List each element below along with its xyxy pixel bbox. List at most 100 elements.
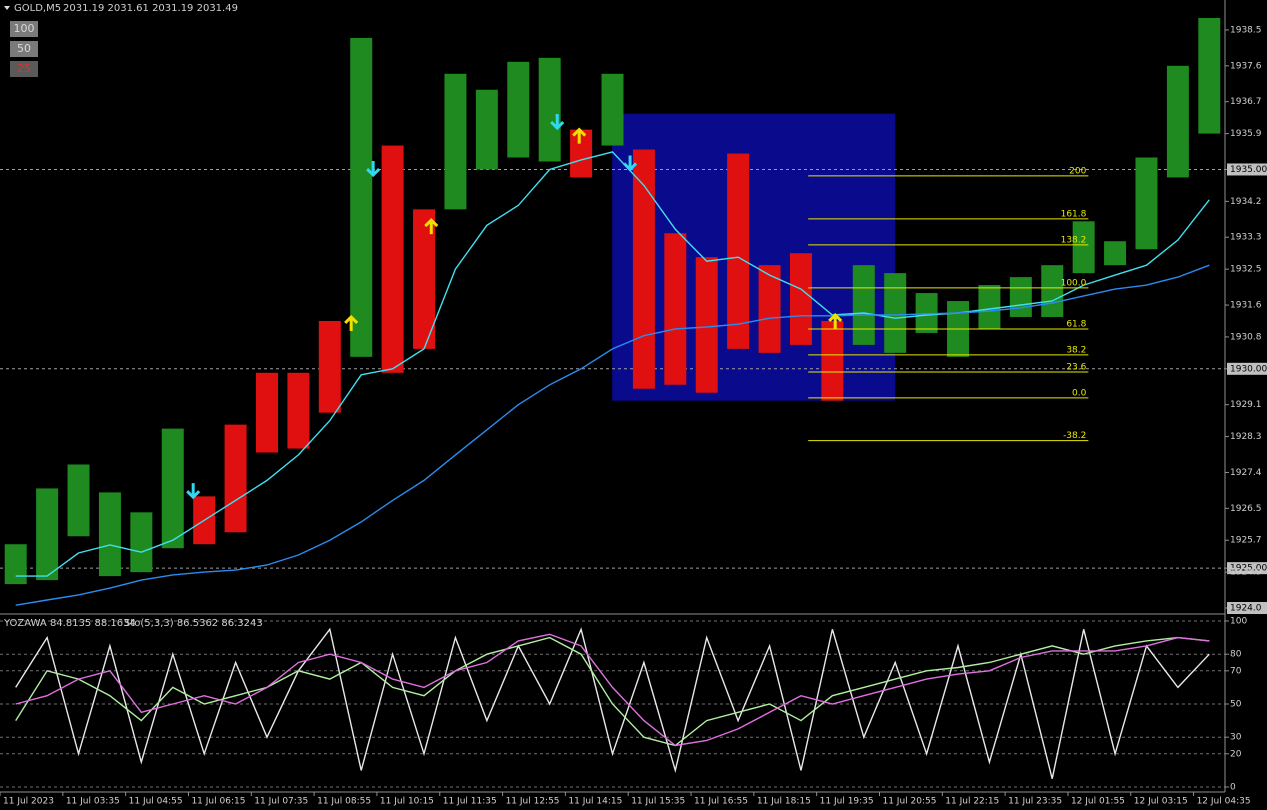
button[interactable]	[10, 21, 38, 37]
oscillator-pane: 100 80 70 50 30 20 0	[0, 617, 1247, 793]
tick-highlight	[1227, 602, 1267, 615]
y-tick-label: 1924.0	[1230, 604, 1262, 614]
price-bar	[36, 488, 59, 581]
indicator-line	[15, 151, 1210, 577]
y-tick-label: 1932.5	[1230, 265, 1262, 275]
price-bar	[475, 89, 498, 170]
x-tick-label: 12 Jul 04:35	[1197, 797, 1251, 807]
price-bar	[1198, 17, 1221, 134]
x-tick-label: 11 Jul 12:55	[506, 797, 560, 807]
y-tick-label: 1928.3	[1230, 432, 1262, 442]
price-pane: 200161.8138.2100.061.838.223.60.0-38.219…	[0, 17, 1267, 807]
x-tick-label: 11 Jul 23:35	[1008, 797, 1062, 807]
price-bar	[444, 73, 467, 210]
fib-label: -38.2	[1063, 431, 1086, 441]
price-bar	[884, 273, 907, 353]
fib-label: 61.8	[1066, 319, 1086, 329]
indicator-line	[15, 633, 1210, 747]
y-tick-label: 1929.1	[1230, 400, 1262, 410]
signal-arrow	[550, 114, 565, 131]
x-tick-label: 11 Jul 04:55	[129, 797, 183, 807]
quote: 2031.19 2031.61 2031.19 2031.49	[63, 3, 238, 14]
tick-highlight	[1227, 362, 1267, 375]
indicator-line	[15, 636, 1210, 747]
price-bar	[727, 153, 750, 349]
x-tick-label: 11 Jul 18:15	[757, 797, 811, 807]
y-tick-label: 1926.5	[1230, 504, 1262, 514]
indicator-line	[15, 627, 1210, 779]
price-bar	[318, 320, 341, 413]
zoom-buttons: 100 50 25	[10, 21, 38, 77]
y-tick-label: 1936.7	[1230, 97, 1262, 107]
price-bar	[601, 73, 624, 146]
y-tick-label: 1935.9	[1230, 129, 1262, 139]
fib-label: 38.2	[1066, 345, 1086, 355]
price-bar	[4, 544, 27, 585]
x-tick-label: 11 Jul 19:35	[820, 797, 874, 807]
y-tick-label: 1927.4	[1230, 468, 1262, 478]
y-tick-label: 50	[1230, 700, 1242, 710]
price-bar	[287, 372, 310, 449]
x-tick-label: 11 Jul 07:35	[254, 797, 308, 807]
price-bar	[789, 253, 812, 345]
button[interactable]	[10, 61, 38, 77]
x-tick-label: 11 Jul 14:15	[568, 797, 622, 807]
y-tick-label: 70	[1230, 666, 1242, 676]
y-tick-label: 100	[1230, 617, 1247, 627]
y-tick-label: 1930.00	[1230, 364, 1267, 374]
price-bar	[978, 285, 1001, 329]
price-bar	[1104, 241, 1127, 266]
price-bar	[570, 129, 593, 178]
button[interactable]	[10, 41, 38, 57]
price-bar	[130, 512, 153, 573]
signal-arrow	[344, 314, 359, 331]
y-tick-label: 1933.3	[1230, 233, 1262, 243]
x-tick-label: 11 Jul 11:35	[443, 797, 497, 807]
signal-arrow	[366, 161, 381, 178]
price-bar	[67, 464, 90, 537]
y-tick-label: 1937.6	[1230, 61, 1262, 71]
tick-highlight	[1227, 163, 1267, 176]
y-tick-label: 1938.5	[1230, 25, 1262, 35]
menu-triangle[interactable]	[4, 6, 10, 10]
price-bar	[381, 145, 404, 373]
button-label: 50	[17, 42, 31, 55]
oscillator-subtitle: Sto(5,3,3) 86.5362 86.3243	[124, 618, 263, 629]
fib-label: 100.0	[1061, 278, 1087, 288]
price-bar	[758, 265, 781, 353]
y-tick-label: 1935.00	[1230, 165, 1267, 175]
price-bar	[1135, 157, 1158, 250]
price-bar	[632, 149, 655, 389]
price-bar	[161, 428, 184, 549]
price-bar	[1009, 277, 1032, 317]
price-bar	[224, 424, 247, 533]
x-tick-label: 11 Jul 06:15	[191, 797, 245, 807]
signal-arrow	[424, 217, 439, 235]
fib-label: 23.6	[1066, 363, 1086, 373]
fib-label: 138.2	[1061, 235, 1087, 245]
signal-arrow	[623, 155, 638, 172]
symbol: GOLD,M5	[14, 3, 61, 14]
price-bar	[98, 492, 121, 577]
price-bar	[413, 209, 436, 349]
x-tick-label: 11 Jul 15:35	[631, 797, 685, 807]
y-tick-label: 1930.8	[1230, 332, 1262, 342]
x-tick-label: 11 Jul 08:55	[317, 797, 371, 807]
signal-arrow	[186, 483, 201, 500]
x-tick-label: 12 Jul 03:15	[1134, 797, 1188, 807]
price-bar	[1072, 221, 1095, 274]
x-tick-label: 11 Jul 2023	[3, 797, 54, 807]
x-tick-label: 12 Jul 01:55	[1071, 797, 1125, 807]
signal-arrow	[572, 127, 587, 144]
fib-label: 0.0	[1072, 388, 1087, 398]
price-bar	[915, 293, 938, 333]
x-tick-label: 11 Jul 16:55	[694, 797, 748, 807]
button-label: 100	[14, 22, 35, 35]
price-bar	[821, 320, 844, 401]
signal-arrow	[828, 312, 843, 329]
button-label: 25	[17, 62, 31, 75]
tick-highlight	[1227, 562, 1267, 575]
price-bar	[664, 233, 687, 385]
price-bar	[538, 57, 561, 162]
price-bar	[507, 61, 530, 158]
